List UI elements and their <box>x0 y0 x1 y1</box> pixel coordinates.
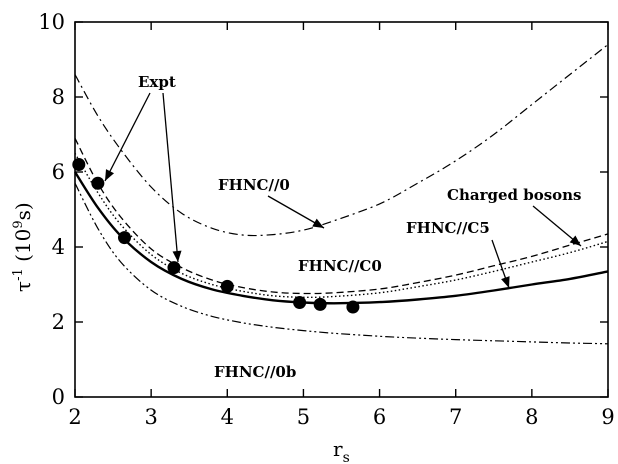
series-line-4 <box>74 182 609 345</box>
expt-point-7 <box>346 300 360 314</box>
x-tick-label-4: 4 <box>221 405 234 429</box>
x-tick-label-7: 7 <box>449 405 462 429</box>
expt-point-1 <box>91 176 105 190</box>
annotation-charged-bosons: Charged bosons <box>447 186 582 204</box>
arrow-expt-1 <box>104 92 151 182</box>
series-line-0 <box>74 44 609 237</box>
x-tick-label-9: 9 <box>601 405 614 429</box>
y-axis-label-close: s) <box>11 202 35 220</box>
expt-point-5 <box>293 296 307 309</box>
x-axis-label-sub: s <box>343 450 350 464</box>
y-tick-label-4: 4 <box>52 235 65 259</box>
annotation-fhnc-c5: FHNC//C5 <box>406 219 490 237</box>
arrow-charged-bosons <box>532 205 582 247</box>
expt-point-6 <box>313 297 327 311</box>
y-axis-label-exp: 9 <box>11 220 26 228</box>
y-tick-label-6: 6 <box>52 160 65 184</box>
y-tick-label-10: 10 <box>38 10 65 34</box>
y-tick-label-0: 0 <box>52 385 65 409</box>
y-tick-label-8: 8 <box>52 85 65 109</box>
arrow-expt-2 <box>162 92 182 263</box>
expt-point-4 <box>220 279 234 293</box>
y-axis-label-open: (10 <box>11 229 35 269</box>
y-axis-label-tau: τ <box>11 281 35 292</box>
annotation-fhnc-c0: FHNC//C0 <box>298 257 382 275</box>
series-line-2 <box>74 152 609 299</box>
expt-point-3 <box>167 261 181 275</box>
arrow-fhnc-0 <box>267 195 325 229</box>
y-axis-label: τ-1 (109s) <box>11 202 35 292</box>
y-tick-label-2: 2 <box>52 310 65 334</box>
x-tick-label-5: 5 <box>297 405 310 429</box>
x-tick-label-8: 8 <box>525 405 538 429</box>
expt-point-2 <box>117 231 131 245</box>
x-tick-label-3: 3 <box>144 405 157 429</box>
x-axis-label: rs <box>333 437 350 464</box>
annotation-fhnc-0b: FHNC//0b <box>214 363 296 381</box>
x-tick-label-6: 6 <box>373 405 386 429</box>
plot-frame <box>74 21 609 398</box>
x-tick-label-2: 2 <box>68 405 81 429</box>
annotation-expt: Expt <box>138 73 176 91</box>
arrow-fhnc-c5 <box>491 239 510 289</box>
y-axis-label-sup: -1 <box>11 268 26 281</box>
annotation-arrows <box>104 92 582 289</box>
x-axis-label-main: r <box>333 437 343 461</box>
annotation-fhnc-0: FHNC//0 <box>218 176 290 194</box>
series-line-1 <box>74 138 609 295</box>
